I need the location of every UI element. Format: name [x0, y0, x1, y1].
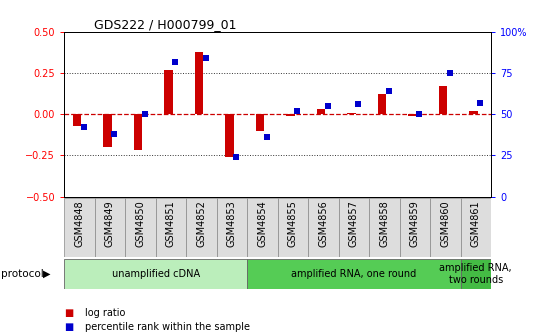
Bar [103, 114, 112, 147]
Text: amplified RNA, one round: amplified RNA, one round [291, 269, 416, 279]
Text: GSM4860: GSM4860 [440, 201, 450, 247]
Bar [217, 198, 247, 257]
Bar [225, 114, 234, 157]
Bar [378, 94, 386, 114]
Text: GSM4859: GSM4859 [410, 201, 420, 247]
Bar [73, 114, 81, 126]
Text: GDS222 / H000799_01: GDS222 / H000799_01 [94, 18, 237, 31]
Text: GSM4861: GSM4861 [471, 201, 481, 247]
Text: GSM4857: GSM4857 [349, 201, 359, 248]
Bar [95, 198, 125, 257]
Bar [469, 111, 478, 114]
Bar [439, 86, 447, 114]
Bar [286, 114, 295, 116]
Bar [460, 198, 491, 257]
Text: GSM4850: GSM4850 [136, 201, 146, 247]
Bar [347, 113, 355, 114]
Bar [316, 109, 325, 114]
Text: log ratio: log ratio [85, 308, 126, 318]
Bar [64, 259, 247, 289]
Bar [64, 198, 95, 257]
Bar [247, 259, 460, 289]
Text: GSM4853: GSM4853 [227, 201, 237, 247]
Bar [186, 198, 217, 257]
Bar [430, 198, 460, 257]
Text: ■: ■ [64, 308, 74, 318]
Text: ▶: ▶ [42, 269, 50, 279]
Text: amplified RNA,
two rounds: amplified RNA, two rounds [440, 263, 512, 285]
Bar [195, 52, 203, 114]
Text: GSM4855: GSM4855 [288, 201, 298, 248]
Bar [339, 198, 369, 257]
Bar [278, 198, 308, 257]
Bar [408, 114, 417, 116]
Bar [256, 114, 264, 131]
Bar [400, 198, 430, 257]
Text: GSM4849: GSM4849 [105, 201, 115, 247]
Bar [460, 259, 491, 289]
Bar [125, 198, 156, 257]
Text: percentile rank within the sample: percentile rank within the sample [85, 322, 251, 332]
Bar [164, 70, 173, 114]
Bar [308, 198, 339, 257]
Text: GSM4854: GSM4854 [257, 201, 267, 247]
Text: GSM4851: GSM4851 [166, 201, 176, 247]
Bar [134, 114, 142, 151]
Bar [247, 198, 277, 257]
Text: unamplified cDNA: unamplified cDNA [112, 269, 200, 279]
Text: ■: ■ [64, 322, 74, 332]
Text: GSM4858: GSM4858 [379, 201, 389, 247]
Bar [369, 198, 400, 257]
Bar [156, 198, 186, 257]
Text: GSM4852: GSM4852 [196, 201, 206, 248]
Text: protocol: protocol [1, 269, 44, 279]
Text: GSM4856: GSM4856 [319, 201, 328, 247]
Text: GSM4848: GSM4848 [74, 201, 84, 247]
